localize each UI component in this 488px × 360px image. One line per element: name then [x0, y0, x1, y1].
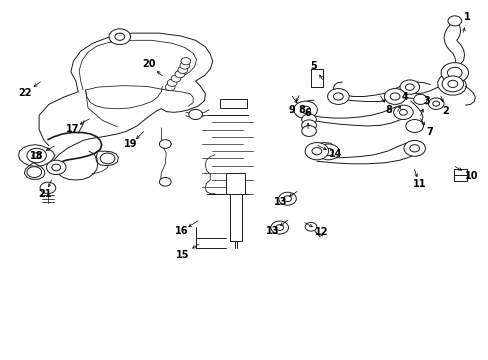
Circle shape: [27, 167, 41, 177]
Text: 1: 1: [463, 12, 470, 22]
Bar: [229, 193, 242, 241]
Circle shape: [447, 67, 461, 78]
Circle shape: [46, 160, 66, 175]
Circle shape: [300, 106, 310, 113]
Text: 18: 18: [30, 150, 44, 161]
Circle shape: [427, 98, 443, 109]
Circle shape: [311, 148, 321, 155]
Text: 14: 14: [328, 149, 342, 159]
Text: 13: 13: [265, 226, 279, 236]
Circle shape: [171, 75, 181, 82]
Text: 10: 10: [464, 171, 478, 181]
Circle shape: [389, 93, 399, 100]
Circle shape: [181, 58, 190, 65]
Circle shape: [278, 192, 296, 205]
Text: 11: 11: [412, 179, 426, 189]
Text: 6: 6: [304, 108, 311, 118]
Circle shape: [27, 148, 46, 163]
Circle shape: [159, 140, 171, 148]
Circle shape: [283, 196, 291, 202]
Circle shape: [165, 84, 175, 91]
Circle shape: [188, 109, 202, 120]
Text: 7: 7: [425, 127, 432, 138]
Circle shape: [409, 145, 419, 152]
Text: 19: 19: [124, 139, 138, 149]
Text: 5: 5: [310, 60, 317, 71]
Circle shape: [301, 126, 316, 136]
Circle shape: [447, 16, 461, 26]
Circle shape: [413, 94, 427, 104]
Text: 15: 15: [176, 250, 189, 260]
Text: 22: 22: [19, 88, 32, 98]
Circle shape: [159, 177, 171, 186]
Circle shape: [40, 182, 56, 194]
Circle shape: [275, 225, 283, 230]
Circle shape: [317, 144, 339, 160]
Circle shape: [305, 143, 328, 160]
Bar: [220, 99, 246, 108]
Circle shape: [447, 80, 457, 87]
Circle shape: [167, 79, 177, 86]
Bar: [225, 173, 245, 194]
Circle shape: [301, 120, 316, 131]
Text: 17: 17: [65, 124, 79, 134]
Circle shape: [432, 101, 439, 106]
Circle shape: [109, 29, 130, 45]
Circle shape: [441, 76, 463, 92]
Text: 21: 21: [38, 189, 52, 199]
Circle shape: [399, 109, 407, 115]
Text: 4: 4: [401, 92, 407, 102]
Circle shape: [440, 63, 468, 83]
Text: 16: 16: [175, 226, 188, 236]
Circle shape: [293, 101, 317, 118]
Circle shape: [399, 80, 419, 94]
Circle shape: [405, 120, 423, 132]
Circle shape: [333, 93, 343, 100]
Circle shape: [327, 89, 348, 104]
Text: 20: 20: [142, 59, 155, 69]
Text: 8: 8: [298, 105, 305, 115]
Circle shape: [403, 140, 425, 156]
Circle shape: [175, 71, 184, 78]
Circle shape: [52, 164, 61, 171]
Text: 3: 3: [422, 96, 429, 106]
Circle shape: [33, 153, 41, 158]
Circle shape: [305, 222, 316, 231]
Circle shape: [180, 62, 189, 69]
Circle shape: [384, 89, 405, 104]
Circle shape: [393, 105, 412, 120]
Text: 13: 13: [273, 197, 287, 207]
Circle shape: [178, 66, 187, 73]
Text: 9: 9: [287, 105, 294, 115]
Text: 12: 12: [314, 227, 328, 237]
Text: 2: 2: [442, 106, 448, 116]
Circle shape: [301, 114, 316, 125]
Circle shape: [100, 153, 115, 164]
Text: 8: 8: [385, 105, 392, 115]
Circle shape: [405, 84, 413, 90]
Circle shape: [270, 221, 288, 234]
Circle shape: [115, 33, 124, 40]
Circle shape: [323, 148, 333, 156]
